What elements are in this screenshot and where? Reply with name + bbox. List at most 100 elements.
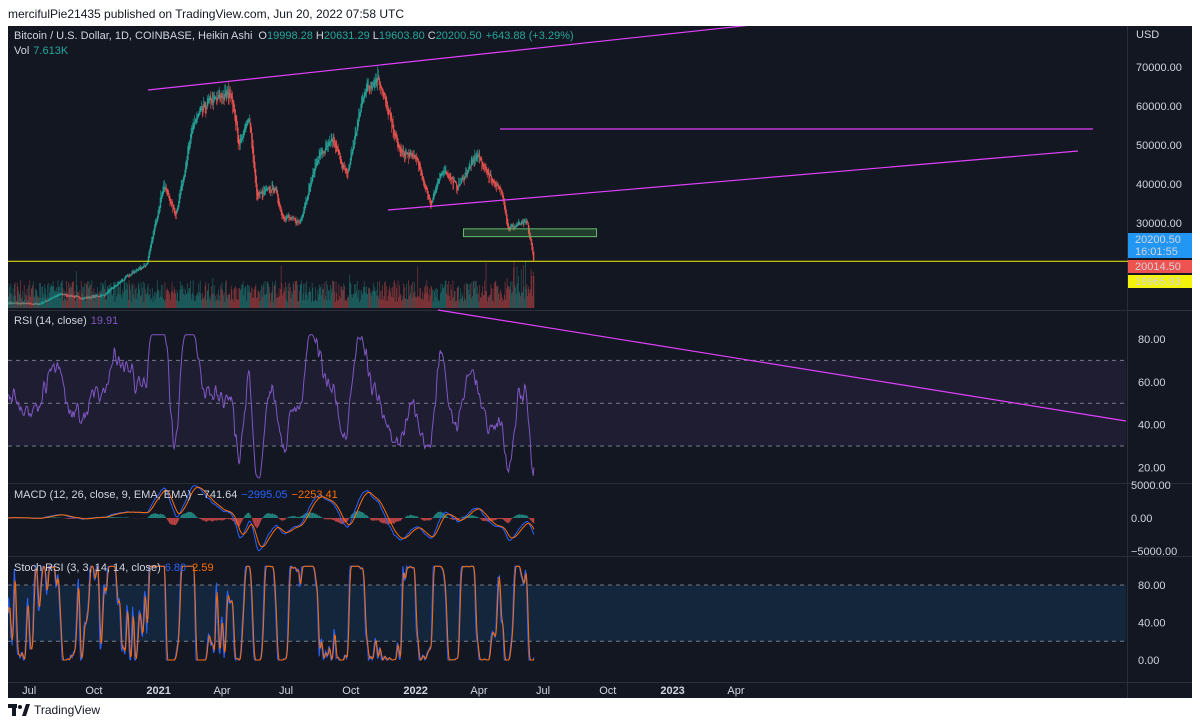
volume-bar <box>253 297 255 308</box>
macd-hist-bar <box>447 517 449 518</box>
volume-bar <box>85 283 87 308</box>
candle-body <box>458 182 460 187</box>
macd-hist-bar <box>381 518 383 524</box>
stoch-label: Stoch RSI (3, 3, 14, 14, close) <box>14 562 161 574</box>
volume-bar <box>473 280 475 308</box>
volume-bar <box>181 289 183 308</box>
macd-hist-bar <box>392 518 393 524</box>
volume-bar <box>392 297 394 308</box>
macd-hist-bar <box>335 518 337 522</box>
macd-hist-bar <box>283 518 285 521</box>
macd-hist-bar <box>242 518 243 521</box>
volume-bar <box>408 280 409 308</box>
candle-body <box>306 199 308 203</box>
candle-body <box>180 191 181 199</box>
candle-body <box>446 172 448 175</box>
volume-bar <box>92 291 93 308</box>
macd-hist-bar <box>450 518 452 520</box>
candle-body <box>449 175 450 178</box>
volume-bar <box>59 287 60 308</box>
candle-body <box>163 185 165 191</box>
candle-body <box>199 111 200 116</box>
macd-hist-bar <box>358 510 359 518</box>
macd-hist-bar <box>492 518 493 522</box>
volume-bar <box>129 285 131 308</box>
candle-body <box>339 151 340 155</box>
macd-hist-bar <box>527 517 529 518</box>
macd-hist-bar <box>377 518 379 521</box>
macd-hist-bar <box>328 518 330 520</box>
chart-area[interactable]: 70000.00 60000.00 50000.00 40000.00 30000.00… <box>8 26 1192 698</box>
macd-hist-bar <box>338 518 340 523</box>
volume-bar <box>59 298 61 308</box>
volume-bar <box>71 287 72 308</box>
volume-bar <box>484 290 486 308</box>
volume-bar <box>155 291 157 308</box>
candle-body <box>429 196 431 200</box>
macd-hist-bar <box>314 513 316 518</box>
candle-body <box>432 197 434 202</box>
macd-hist-bar <box>379 518 381 522</box>
volume-bar <box>527 286 529 308</box>
volume-bar <box>275 280 276 308</box>
volume-bar <box>319 287 321 308</box>
volume-bar <box>237 299 238 308</box>
macd-hist-bar <box>480 518 482 520</box>
volume-bar <box>150 299 152 308</box>
macd-hist-bar <box>306 513 307 518</box>
volume-bar <box>121 298 123 308</box>
candle-body <box>268 188 270 191</box>
volume-bar <box>44 284 45 308</box>
macd-hist-bar <box>266 513 267 518</box>
candle-body <box>476 155 478 159</box>
candle-body <box>361 100 363 109</box>
macd-hist-bar <box>434 514 436 518</box>
volume-bar <box>32 281 34 308</box>
macd-hist-bar <box>318 515 320 518</box>
volume-bar <box>300 284 302 308</box>
candle-body <box>170 200 172 204</box>
volume-bar <box>262 286 264 308</box>
chart-canvas[interactable]: 70000.0060000.0050000.0040000.0030000.00… <box>8 26 1192 698</box>
volume-bar <box>503 299 504 308</box>
volume-bar <box>40 297 42 308</box>
macd-hist-bar <box>304 513 305 518</box>
candle-body <box>150 244 152 252</box>
candle-body <box>304 204 306 211</box>
candle-body <box>527 222 529 228</box>
candle-body <box>515 225 517 227</box>
candle-body <box>151 240 152 248</box>
macd-hist-bar <box>497 518 499 519</box>
time-axis-label: Oct <box>85 685 102 697</box>
macd-hist-bar <box>506 518 508 523</box>
volume-bar <box>282 295 283 308</box>
volume-bar <box>189 288 190 308</box>
volume-bar <box>512 292 514 308</box>
candle-body <box>399 144 400 149</box>
volume-bar <box>350 283 352 308</box>
macd-hist-bar <box>371 518 373 521</box>
candle-body <box>404 151 405 157</box>
macd-hist-bar <box>350 515 352 518</box>
macd-hist-bar <box>246 513 248 518</box>
candle-body <box>361 103 362 113</box>
macd-hist-bar <box>275 514 277 518</box>
candle-body <box>463 178 465 181</box>
macd-hist-bar <box>313 513 315 518</box>
macd-hist-bar <box>216 518 217 521</box>
macd-hist-bar <box>473 516 475 518</box>
volume-bar <box>180 285 182 308</box>
volume-bar <box>285 299 287 308</box>
macd-hist-bar <box>290 516 292 518</box>
candle-body <box>172 202 174 207</box>
volume-bar <box>487 296 489 308</box>
macd-hist-bar <box>151 514 153 518</box>
candle-body <box>300 220 302 222</box>
candle-body <box>356 127 358 135</box>
volume-bar <box>343 283 345 308</box>
macd-hist-bar <box>182 513 184 518</box>
stoch-band-fill <box>8 585 1126 642</box>
volume-bar <box>274 284 276 308</box>
volume-bar <box>85 301 86 308</box>
volume-bar <box>444 280 446 308</box>
